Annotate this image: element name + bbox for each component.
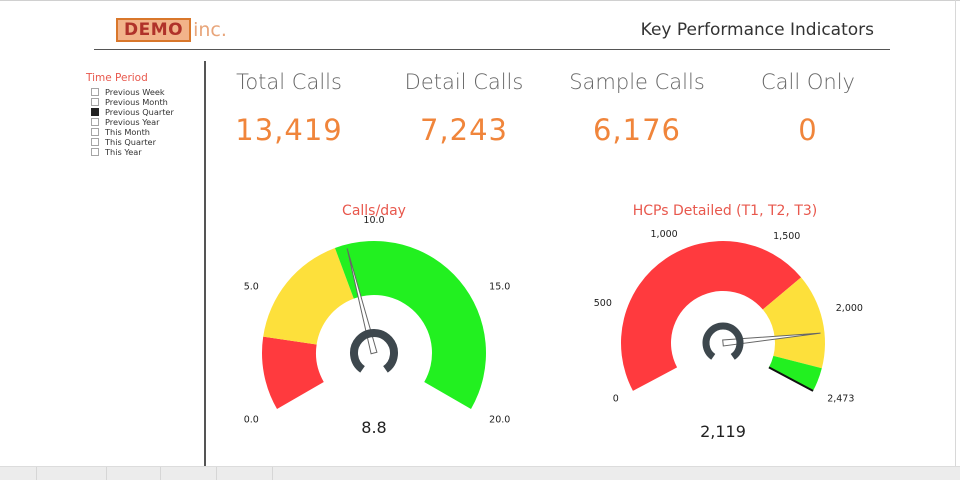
checkbox-icon[interactable] (91, 128, 99, 136)
gauge-band (334, 240, 486, 409)
gauge-band (620, 240, 802, 391)
gauge-title-calls-per-day: Calls/day (342, 203, 406, 219)
kpi-card-total-calls[interactable]: Total Calls 13,419 (189, 70, 389, 147)
slicer-title: Time Period (86, 72, 148, 84)
checkbox-icon[interactable] (91, 108, 99, 116)
gauge-calls-per-day[interactable]: 0.0 5.0 10.0 15.0 20.0 8.8 (244, 215, 511, 437)
slicer-item-this-month[interactable]: This Month (91, 127, 174, 137)
kpi-value: 13,419 (235, 113, 343, 147)
gauge-needle (722, 332, 821, 347)
slicer-item-label: This Month (105, 127, 150, 137)
checkbox-icon[interactable] (91, 118, 99, 126)
gauge-hub-ring (702, 322, 744, 360)
gauge-hub-ring (350, 329, 398, 373)
gauge-tick-label: 5.0 (244, 282, 259, 293)
gauge-tick-label: 2,000 (836, 303, 863, 314)
kpi-value: 0 (798, 113, 818, 147)
gauge-band (768, 355, 822, 391)
kpi-value: 6,176 (592, 113, 682, 147)
kpi-label: Total Calls (236, 70, 342, 94)
footer-tick (160, 467, 161, 480)
slicer-item-this-year[interactable]: This Year (91, 147, 174, 157)
gauge-tick-label: 10.0 (363, 215, 384, 226)
slicer-item-label: Previous Month (105, 97, 168, 107)
slicer-item-label: Previous Quarter (105, 107, 174, 117)
window-top-border (0, 0, 960, 1)
gauge-tick-label: 500 (594, 298, 612, 309)
checkbox-icon[interactable] (91, 148, 99, 156)
slicer-item-label: Previous Year (105, 117, 160, 127)
kpi-card-call-only[interactable]: Call Only 0 (708, 70, 908, 147)
gauge-tick-label: 2,473 (827, 393, 854, 404)
checkbox-icon[interactable] (91, 138, 99, 146)
slicer-item-label: This Quarter (105, 137, 156, 147)
slicer-item-previous-year[interactable]: Previous Year (91, 117, 174, 127)
footer-tick (272, 467, 273, 480)
gauge-tick-label: 1,500 (773, 231, 800, 242)
kpi-label: Sample Calls (569, 70, 705, 94)
slicer-item-label: This Year (105, 147, 142, 157)
company-logo: DEMO inc. (116, 17, 227, 43)
gauge-band (762, 277, 825, 369)
gauge-tick-label: 20.0 (489, 415, 510, 426)
checkbox-icon[interactable] (91, 88, 99, 96)
checkbox-icon[interactable] (91, 98, 99, 106)
slicer-item-previous-week[interactable]: Previous Week (91, 87, 174, 97)
header-divider (94, 49, 890, 50)
page-title: Key Performance Indicators (640, 20, 874, 40)
gauge-tick-label: 1,000 (651, 229, 678, 240)
kpi-label: Call Only (761, 70, 855, 94)
slicer-item-this-quarter[interactable]: This Quarter (91, 137, 174, 147)
gauge-value-label: 2,119 (700, 422, 746, 441)
slicer-item-previous-month[interactable]: Previous Month (91, 97, 174, 107)
footer-strip (0, 466, 960, 480)
logo-main-text: DEMO (116, 18, 192, 42)
gauge-band (263, 248, 354, 345)
gauge-band (262, 336, 324, 409)
slicer-item-label: Previous Week (105, 87, 165, 97)
gauge-max-marker (768, 366, 814, 392)
footer-tick (36, 467, 37, 480)
kpi-value: 7,243 (419, 113, 509, 147)
vertical-divider (204, 61, 206, 466)
gauge-needle (346, 248, 378, 355)
kpi-card-sample-calls[interactable]: Sample Calls 6,176 (537, 70, 737, 147)
gauge-tick-label: 0 (613, 393, 619, 404)
kpi-label: Detail Calls (404, 70, 524, 94)
gauge-tick-label: 15.0 (489, 282, 510, 293)
gauge-title-hcps-detailed: HCPs Detailed (T1, T2, T3) (632, 203, 818, 219)
kpi-card-detail-calls[interactable]: Detail Calls 7,243 (364, 70, 564, 147)
slicer-item-previous-quarter[interactable]: Previous Quarter (91, 107, 174, 117)
gauge-hcps-detailed[interactable]: 0 500 1,000 1,500 2,000 2,473 2,119 (594, 229, 863, 441)
time-period-slicer: Time Period Previous Week Previous Month… (86, 72, 174, 157)
gauge-tick-label: 0.0 (244, 415, 259, 426)
logo-suffix-text: inc. (193, 19, 227, 41)
footer-tick (216, 467, 217, 480)
scroll-edge (955, 0, 956, 466)
footer-tick (106, 467, 107, 480)
gauge-value-label: 8.8 (361, 418, 386, 437)
